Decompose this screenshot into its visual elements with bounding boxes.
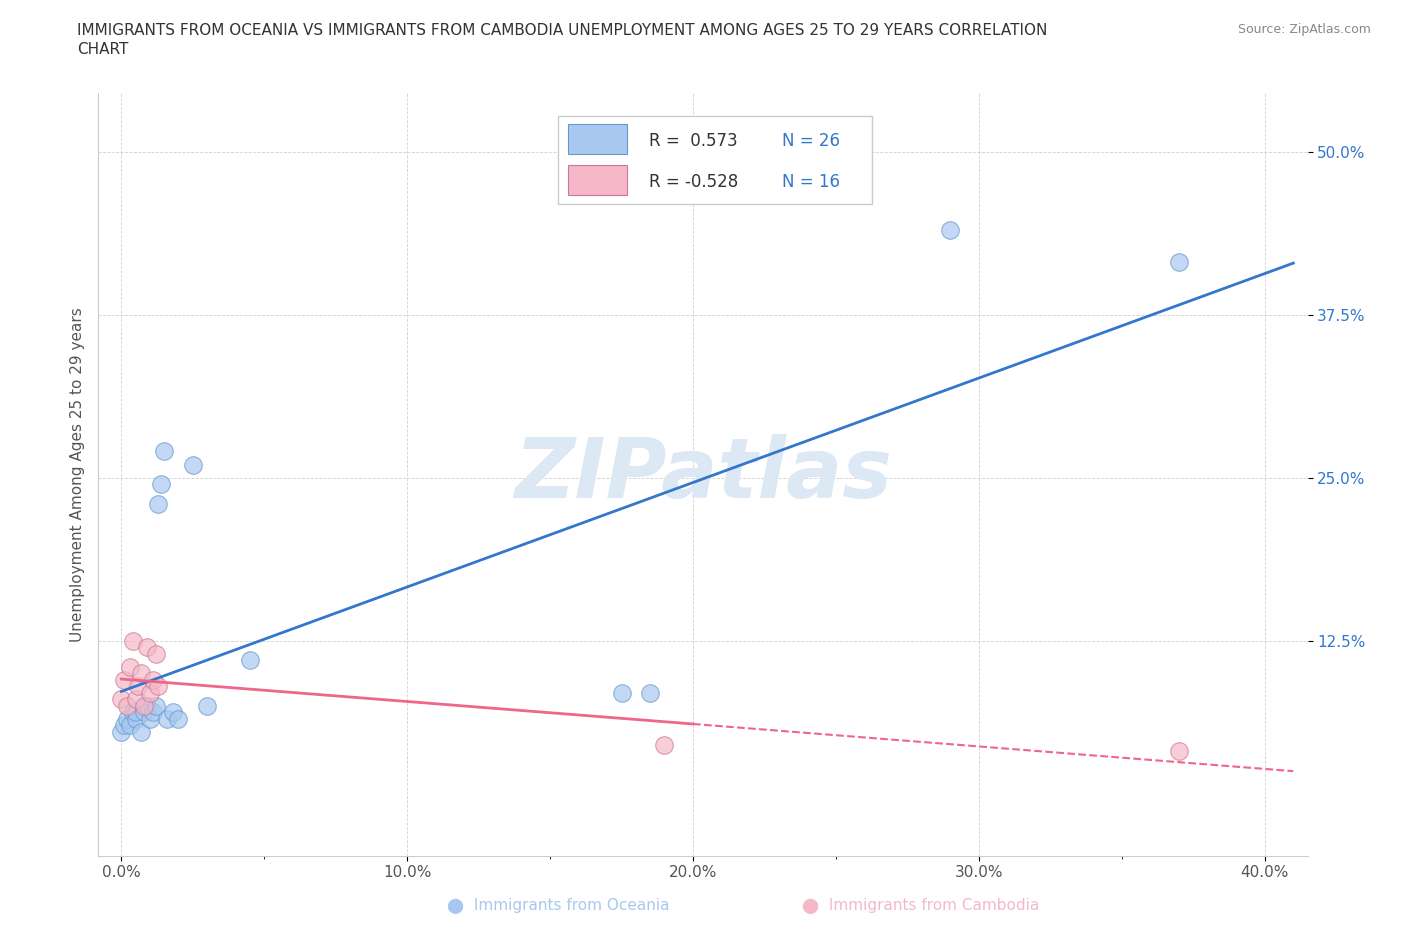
Point [121,633,143,648]
Point [145,646,167,661]
Point [118,718,141,733]
Text: ZIPatlas: ZIPatlas [515,433,891,515]
Point [142,705,165,720]
Point [124,711,146,726]
Point [129,666,152,681]
Point [110,692,132,707]
Point [139,711,162,726]
Point [167,711,190,726]
Point [118,659,141,674]
Point [181,457,204,472]
Point [1168,744,1191,759]
Point [148,679,170,694]
Point [156,711,179,726]
Text: ⬤  Immigrants from Oceania: ⬤ Immigrants from Oceania [447,897,669,913]
Point [115,698,138,713]
Point [124,692,146,707]
Point [115,711,138,726]
Point [195,698,218,713]
Text: ⬤  Immigrants from Cambodia: ⬤ Immigrants from Cambodia [801,897,1039,913]
Point [134,698,156,713]
Point [129,724,152,739]
Y-axis label: Unemployment Among Ages 25 to 29 years: Unemployment Among Ages 25 to 29 years [69,307,84,642]
Text: IMMIGRANTS FROM OCEANIA VS IMMIGRANTS FROM CAMBODIA UNEMPLOYMENT AMONG AGES 25 T: IMMIGRANTS FROM OCEANIA VS IMMIGRANTS FR… [77,23,1047,38]
Text: CHART: CHART [77,42,129,57]
Text: Source: ZipAtlas.com: Source: ZipAtlas.com [1237,23,1371,36]
Text: R =  0.573: R = 0.573 [648,132,737,150]
Point [150,477,173,492]
Point [162,705,184,720]
Point [110,724,132,739]
Point [136,698,159,713]
Point [638,685,661,700]
Point [112,672,135,687]
Point [124,705,146,720]
FancyBboxPatch shape [568,165,627,195]
Text: N = 26: N = 26 [782,132,839,150]
Point [1168,255,1191,270]
Point [239,653,262,668]
Point [654,737,676,752]
Point [121,705,143,720]
Text: N = 16: N = 16 [782,173,839,192]
FancyBboxPatch shape [558,116,872,204]
Point [153,444,176,458]
Point [136,640,159,655]
Point [145,698,167,713]
Point [939,222,962,237]
Point [127,679,149,694]
Point [148,497,170,512]
Text: R = -0.528: R = -0.528 [648,173,738,192]
Point [139,685,162,700]
Point [142,672,165,687]
Point [112,718,135,733]
Point [134,705,156,720]
Point [610,685,633,700]
FancyBboxPatch shape [568,124,627,154]
